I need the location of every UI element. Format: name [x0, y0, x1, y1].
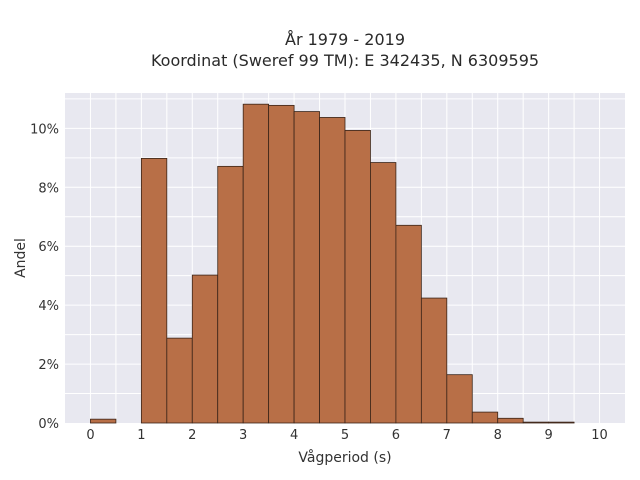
bars — [90, 103, 575, 424]
x-tick-label: 4 — [290, 428, 298, 443]
y-tick-label: 0% — [38, 417, 59, 432]
x-tick-label: 0 — [86, 428, 94, 443]
x-tick-label: 7 — [443, 428, 451, 443]
y-tick-label: 8% — [38, 181, 59, 196]
y-axis-label: Andel — [13, 238, 29, 278]
x-tick-label: 6 — [392, 428, 400, 443]
histogram-bar — [370, 162, 397, 424]
x-tick-label: 9 — [544, 428, 552, 443]
histogram-bar — [191, 274, 219, 424]
x-tick-label: 3 — [239, 428, 247, 443]
chart-title-line1: År 1979 - 2019 — [285, 30, 405, 49]
histogram-bar — [140, 158, 168, 424]
x-tick-labels: 0 1 2 3 4 5 6 7 8 9 10 — [86, 428, 608, 443]
histogram-bar — [217, 165, 244, 424]
histogram-bar — [166, 337, 193, 424]
histogram-bar — [522, 421, 550, 424]
histogram-bar — [293, 111, 320, 424]
histogram-bar — [268, 104, 295, 424]
histogram-bar — [395, 224, 422, 424]
histogram-bar — [90, 418, 117, 424]
histogram-bar — [446, 374, 473, 424]
y-tick-label: 6% — [38, 240, 59, 255]
histogram-bar — [344, 130, 371, 424]
y-tick-label: 10% — [30, 122, 59, 137]
y-tick-labels: 0% 2% 4% 6% 8% 10% — [30, 122, 59, 432]
chart-title-line2: Koordinat (Sweref 99 TM): E 342435, N 63… — [151, 51, 539, 70]
x-tick-label: 10 — [591, 428, 608, 443]
histogram-bar — [497, 417, 524, 424]
histogram-bar — [420, 297, 448, 424]
x-tick-label: 5 — [341, 428, 349, 443]
histogram-bar — [242, 103, 270, 424]
x-tick-label: 2 — [188, 428, 196, 443]
histogram-bar — [319, 117, 346, 424]
histogram-bar — [548, 421, 575, 424]
x-tick-label: 8 — [494, 428, 502, 443]
y-tick-label: 4% — [38, 299, 59, 314]
x-tick-label: 1 — [137, 428, 145, 443]
histogram-bar — [471, 411, 499, 424]
y-tick-label: 2% — [38, 358, 59, 373]
x-axis-label: Vågperiod (s) — [298, 449, 391, 466]
